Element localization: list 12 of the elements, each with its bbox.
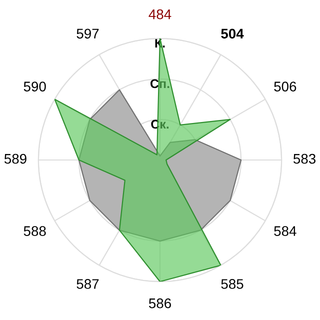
spoke-label: 506 xyxy=(274,82,296,92)
spoke-label: 585 xyxy=(221,279,244,289)
spoke-label: 586 xyxy=(148,298,171,308)
spoke-label: 588 xyxy=(24,226,46,236)
spoke-label: 484 xyxy=(148,9,172,20)
spoke-label: 587 xyxy=(76,279,99,289)
spoke-label: 590 xyxy=(24,82,46,92)
spoke-label: 589 xyxy=(4,154,26,164)
spoke-label: 597 xyxy=(76,28,99,39)
spoke-label: 583 xyxy=(293,154,316,164)
spoke-label: 504 xyxy=(221,28,244,39)
spoke-label: 584 xyxy=(274,226,296,236)
